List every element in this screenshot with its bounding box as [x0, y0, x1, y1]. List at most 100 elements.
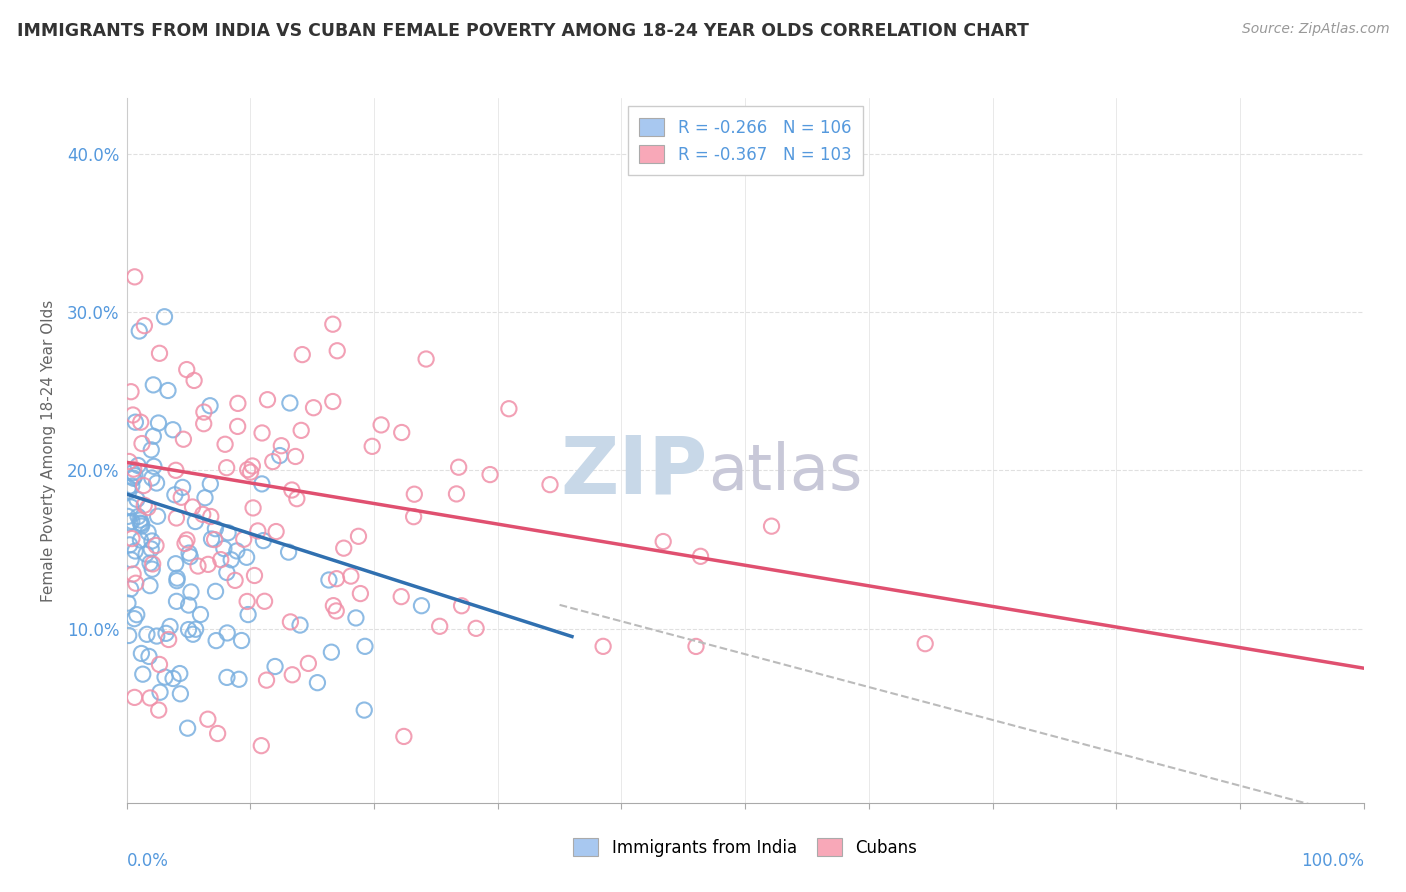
Point: [402, 509, 425, 524]
Point: [204, 584, 226, 599]
Point: [191, 508, 214, 522]
Point: [264, 524, 287, 539]
Point: [253, 594, 276, 608]
Point: [226, 419, 249, 434]
Point: [124, 690, 146, 705]
Point: [197, 558, 219, 572]
Point: [134, 318, 156, 333]
Point: [290, 423, 312, 437]
Point: [166, 574, 188, 588]
Point: [139, 690, 162, 705]
Point: [404, 487, 426, 501]
Point: [219, 553, 242, 567]
Point: [117, 509, 139, 524]
Point: [446, 487, 468, 501]
Point: [228, 673, 250, 687]
Point: [322, 317, 344, 331]
Point: [153, 310, 176, 324]
Point: [281, 483, 304, 497]
Point: [145, 476, 167, 491]
Point: [153, 670, 176, 684]
Point: [278, 396, 301, 410]
Point: [139, 556, 162, 570]
Point: [215, 566, 238, 580]
Point: [127, 509, 149, 524]
Y-axis label: Female Poverty Among 18-24 Year Olds: Female Poverty Among 18-24 Year Olds: [41, 300, 56, 601]
Point: [209, 552, 232, 566]
Point: [121, 466, 143, 480]
Point: [142, 459, 165, 474]
Point: [180, 585, 202, 599]
Point: [129, 516, 152, 531]
Point: [370, 417, 392, 432]
Point: [204, 522, 226, 536]
Point: [231, 633, 253, 648]
Point: [193, 405, 215, 419]
Point: [277, 545, 299, 559]
Point: [450, 599, 472, 613]
Point: [117, 596, 139, 610]
Point: [142, 429, 165, 443]
Point: [479, 467, 502, 482]
Point: [197, 712, 219, 726]
Point: [236, 463, 259, 477]
Point: [198, 399, 221, 413]
Point: [250, 476, 273, 491]
Point: [155, 626, 177, 640]
Point: [217, 525, 239, 540]
Point: [256, 392, 278, 407]
Point: [122, 471, 145, 485]
Point: [124, 269, 146, 284]
Point: [214, 437, 236, 451]
Text: 0.0%: 0.0%: [127, 852, 169, 870]
Point: [592, 640, 614, 654]
Point: [250, 739, 273, 753]
Point: [761, 519, 783, 533]
Point: [183, 374, 205, 388]
Point: [165, 557, 187, 571]
Point: [157, 632, 180, 647]
Point: [256, 673, 278, 687]
Point: [389, 590, 412, 604]
Point: [354, 640, 377, 654]
Point: [162, 672, 184, 686]
Point: [177, 546, 200, 560]
Point: [193, 417, 215, 431]
Point: [236, 594, 259, 608]
Point: [447, 460, 470, 475]
Point: [149, 685, 172, 699]
Point: [131, 436, 153, 450]
Point: [131, 647, 153, 661]
Point: [163, 488, 186, 502]
Point: [205, 633, 228, 648]
Point: [302, 401, 325, 415]
Point: [165, 463, 187, 477]
Point: [141, 442, 163, 457]
Point: [131, 519, 153, 533]
Point: [156, 384, 179, 398]
Point: [392, 730, 415, 744]
Point: [121, 479, 143, 493]
Point: [120, 500, 142, 514]
Point: [465, 621, 488, 635]
Point: [269, 449, 291, 463]
Point: [215, 670, 238, 684]
Point: [122, 566, 145, 581]
Point: [125, 607, 148, 622]
Point: [148, 703, 170, 717]
Point: [411, 599, 433, 613]
Point: [134, 498, 156, 512]
Point: [242, 500, 264, 515]
Point: [141, 562, 163, 576]
Point: [347, 529, 370, 543]
Point: [124, 468, 146, 483]
Point: [125, 576, 148, 591]
Point: [176, 533, 198, 547]
Point: [217, 626, 239, 640]
Point: [174, 536, 197, 550]
Point: [170, 490, 193, 504]
Point: [240, 458, 263, 473]
Point: [122, 408, 145, 422]
Point: [321, 645, 343, 659]
Point: [204, 533, 226, 547]
